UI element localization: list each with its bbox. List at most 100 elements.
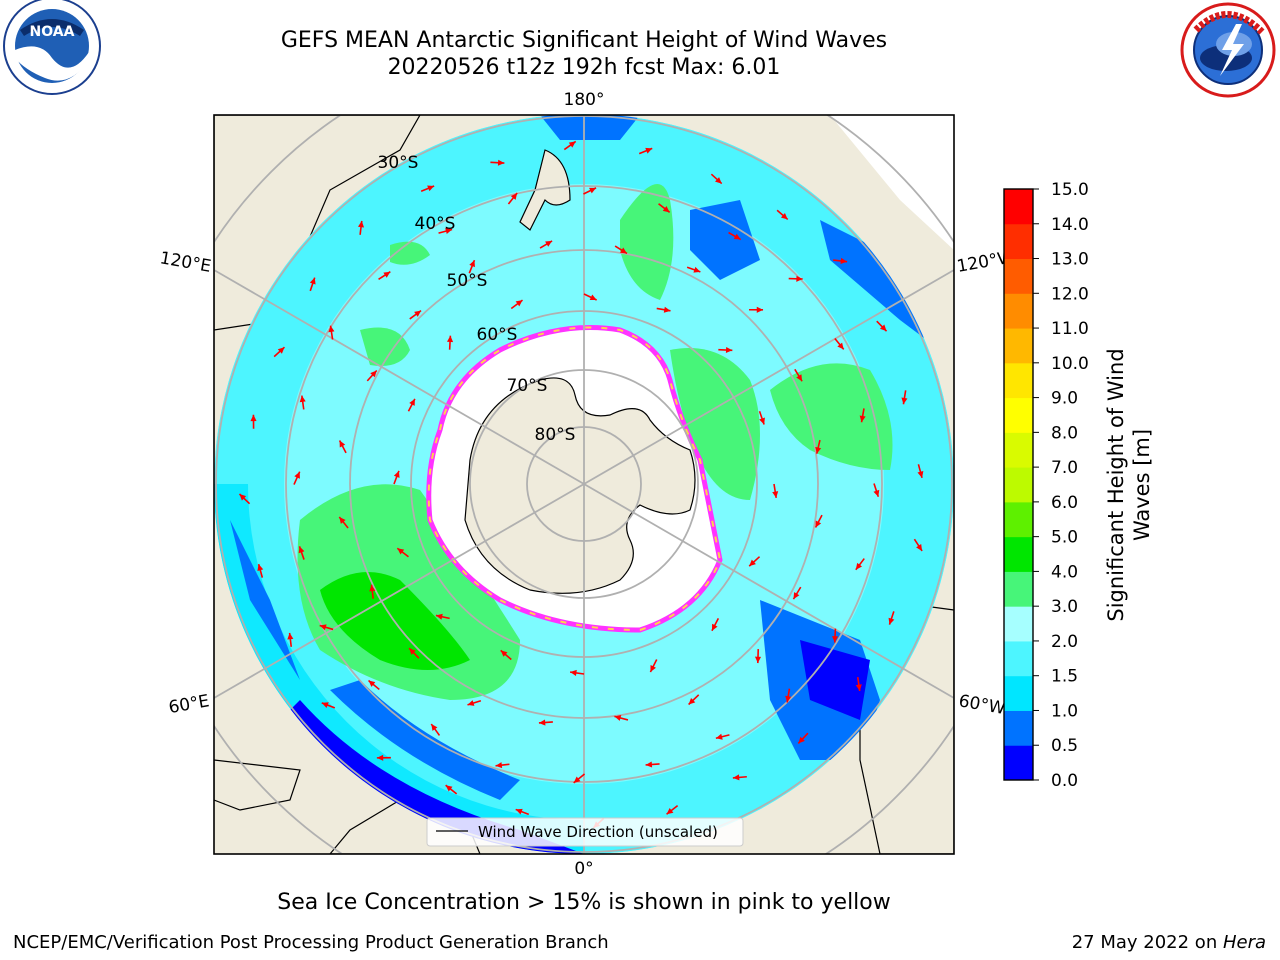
wave-direction-arrowhead [832, 636, 839, 643]
colorbar-title: Significant Height of WindWaves [m] [1104, 348, 1154, 621]
wave-direction-arrowhead [467, 700, 475, 706]
wave-direction-arrowhead [431, 724, 438, 731]
wave-direction-arrowhead [815, 520, 822, 528]
wave-direction-arrowhead [298, 546, 305, 554]
colorbar-swatch [1004, 640, 1033, 677]
wave-direction-arrowhead [545, 240, 553, 247]
colorbar-swatch [1004, 293, 1033, 329]
wave-direction-arrowhead [376, 754, 384, 761]
lon-label-60w: 60°W [957, 691, 1007, 719]
wave-direction-arrowhead [772, 491, 779, 498]
colorbar-swatch [1004, 189, 1033, 225]
wave-direction-arrowhead [368, 680, 376, 687]
wave-direction-arrowhead [855, 684, 862, 691]
wave-direction-arrowhead [715, 177, 722, 184]
wave-direction-arrowhead [277, 347, 285, 354]
wave-direction-arrowhead [287, 632, 294, 640]
colorbar-swatch [1004, 223, 1033, 260]
wave-direction-arrowhead [725, 346, 733, 354]
wave-direction-arrowhead [756, 306, 764, 313]
wave-direction-arrowhead [859, 415, 866, 423]
footer-machine: Hera [1222, 932, 1266, 953]
wave-direction-arrowhead [257, 564, 264, 571]
colorbar-swatch [1004, 362, 1033, 399]
wave-direction-arrowhead [663, 306, 671, 313]
colorbar-tick-label: 1.5 [1051, 667, 1078, 687]
colorbar-tick-label: 12.0 [1051, 284, 1089, 304]
wave-direction-arrowhead [319, 624, 327, 631]
map-frame [213, 114, 955, 855]
colorbar-tick-label: 8.0 [1051, 423, 1078, 443]
wave-direction-arrowhead [357, 220, 365, 228]
colorbar-swatch [1004, 606, 1033, 642]
wave-direction-arrowhead [397, 548, 405, 555]
colorbar-tick-label: 0.5 [1051, 736, 1078, 756]
wave-direction-arrowhead [309, 277, 316, 285]
colorbar-swatch [1004, 397, 1033, 433]
noaa-logo-text: NOAA [30, 24, 75, 40]
wave-direction-arrowhead [250, 414, 257, 422]
wave-direction-arrowhead [495, 762, 503, 769]
wave-direction-arrowhead [688, 697, 696, 705]
graticule [214, 115, 954, 854]
colorbar-swatch [1004, 745, 1033, 781]
wave-direction-arrowhead [409, 648, 416, 655]
wave-direction-arrowhead [733, 233, 741, 240]
wave-direction-arrowhead [901, 397, 908, 405]
wave-direction-arrowhead [339, 517, 346, 524]
lat-label-30s: 30°S [378, 153, 419, 173]
wave-direction-arrowhead [759, 417, 765, 425]
wave-direction-arrowhead [815, 446, 822, 454]
wave-direction-arrowhead [538, 719, 546, 726]
colorbar-swatch [1004, 571, 1033, 607]
colorbar-swatch [1004, 258, 1033, 294]
wave-direction-arrowhead [393, 470, 400, 478]
colorbar-tick-label: 10.0 [1051, 354, 1089, 374]
noaa-logo: NOAA [3, 0, 101, 95]
wave-direction-arrowhead [837, 342, 844, 350]
footer-date: 27 May 2022 on Hera [1072, 932, 1266, 953]
wave-direction-arrowhead [666, 807, 674, 815]
wave-direction-arrowhead [568, 141, 576, 148]
wave-direction-arrowhead [645, 761, 653, 768]
wave-direction-arrowhead [662, 206, 670, 213]
wave-direction-arrowhead [589, 187, 597, 194]
wave-direction-arrowhead [515, 808, 523, 815]
colorbar-tick-label: 1.0 [1051, 701, 1078, 721]
colorbar-swatch [1004, 328, 1033, 364]
colorbar-swatch [1004, 432, 1033, 468]
wave-direction-arrowhead [427, 185, 435, 192]
wave-direction-arrowhead [785, 695, 792, 703]
colorbar-swatch [1004, 710, 1033, 746]
wave-direction-arrowhead [614, 715, 622, 721]
colorbar-tick-label: 13.0 [1051, 250, 1089, 270]
sea-ice-caption: Sea Ice Concentration > 15% is shown in … [277, 890, 891, 915]
wave-direction-arrowhead [500, 650, 508, 657]
wave-direction-arrowhead [299, 395, 306, 403]
colorbar-tick-label: 14.0 [1051, 215, 1089, 235]
wave-direction-arrowhead [589, 294, 597, 301]
wave-direction-arrowhead [383, 271, 391, 278]
colorbar: 0.0 0.5 1.0 1.5 2.0 3.0 4.0 5.0 6.0 7.0 8.0 9.0 10.0… [1003, 180, 1154, 791]
lat-label-60s: 60°S [477, 325, 518, 345]
colorbar-tick-label: 7.0 [1051, 458, 1078, 478]
colorbar-tick-label: 11.0 [1051, 319, 1089, 339]
australia-landmass [214, 115, 421, 331]
wave-direction-arrowhead [715, 733, 723, 740]
lat-label-80s: 80°S [535, 425, 576, 445]
lon-label-120e: 120°E [158, 248, 212, 277]
wave-direction-arrowhead [321, 702, 329, 708]
wave-direction-arrowhead [435, 613, 443, 620]
lat-label-70s: 70°S [507, 376, 548, 396]
wave-direction-arrowhead [445, 228, 453, 235]
map-legend: Wind Wave Direction (unscaled) [426, 817, 744, 847]
wave-direction-arrowhead [732, 774, 740, 781]
wave-direction-arrowhead [339, 440, 346, 448]
wave-direction-arrowhead [620, 247, 627, 254]
colorbar-swatch [1004, 536, 1033, 572]
wave-direction-arrowhead [369, 584, 376, 592]
wave-direction-arrowhead [645, 147, 653, 154]
lat-label-50s: 50°S [447, 271, 488, 291]
wave-direction-arrowhead [510, 193, 518, 200]
wave-direction-arrowhead [780, 212, 788, 220]
